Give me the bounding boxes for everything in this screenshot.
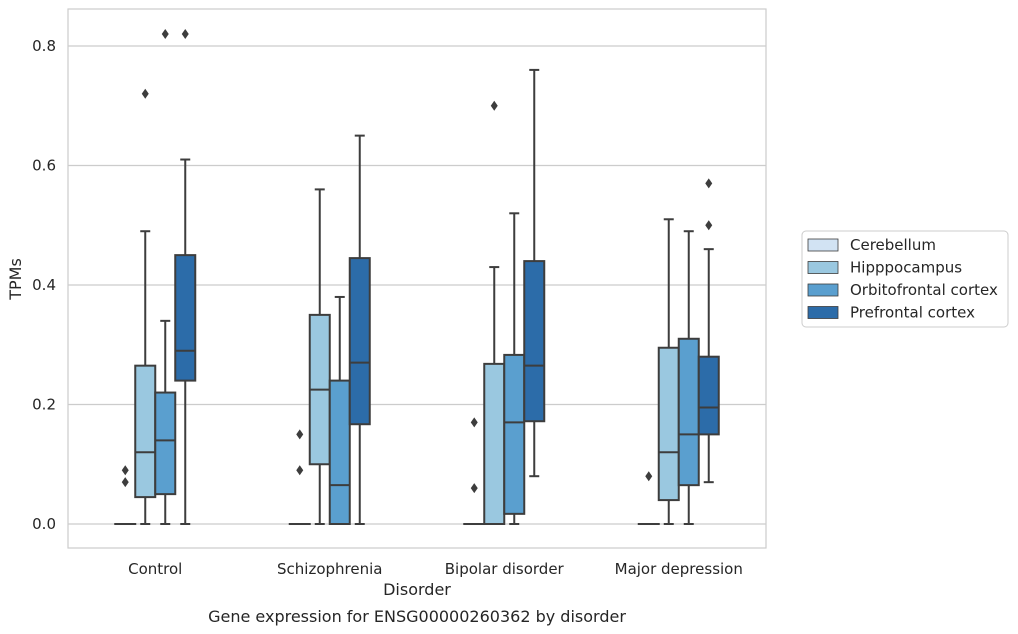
outlier-point (705, 178, 713, 189)
plot-area-frame (67, 8, 767, 549)
chart-caption: Gene expression for ENSG00000260362 by d… (208, 607, 626, 626)
box-iqr (134, 364, 157, 499)
x-axis-ticks: Control Schizophrenia Bipolar disorder Majo… (128, 560, 743, 578)
box-prefrontal-cortex-bipolar-disorder (523, 68, 546, 478)
y-axis-label: TPMs (6, 258, 25, 301)
box-cerebellum-control (114, 465, 137, 526)
y-axis-ticks: 0.0 0.2 0.4 0.6 0.8 (32, 37, 56, 533)
x-tick-label: Bipolar disorder (445, 560, 565, 578)
box-orbitofrontal-cortex-schizophrenia (328, 295, 351, 525)
box-cerebellum-schizophrenia (288, 429, 311, 526)
box-iqr (657, 346, 680, 502)
box-prefrontal-cortex-control (174, 29, 197, 525)
box-hipppocampus-schizophrenia (308, 188, 331, 525)
x-axis-label: Disorder (383, 580, 451, 599)
box-orbitofrontal-cortex-major-depression (677, 230, 700, 525)
outlier-point (181, 29, 189, 40)
legend-label: Orbitofrontal cortex (850, 281, 998, 299)
box-iqr (697, 355, 720, 436)
box-cerebellum-major-depression (637, 471, 660, 526)
boxes (114, 29, 720, 526)
legend-frame (801, 230, 1009, 328)
outlier-point (121, 465, 129, 476)
outlier-point (296, 465, 304, 476)
box-prefrontal-cortex-schizophrenia (348, 134, 371, 525)
y-tick-label: 0.8 (32, 37, 56, 55)
box-iqr (677, 337, 700, 487)
box-iqr (503, 353, 526, 515)
outlier-point (470, 417, 478, 428)
outlier-point (141, 88, 149, 99)
legend-label: Prefrontal cortex (850, 304, 975, 322)
outlier-point (470, 483, 478, 494)
box-hipppocampus-bipolar-disorder (483, 100, 506, 525)
box-orbitofrontal-cortex-control (154, 29, 177, 525)
x-tick-label: Schizophrenia (277, 560, 382, 578)
box-prefrontal-cortex-major-depression (697, 178, 720, 484)
outlier-point (161, 29, 169, 40)
outlier-point (296, 429, 304, 440)
box-iqr (328, 379, 351, 525)
y-tick-label: 0.2 (32, 396, 56, 414)
y-tick-label: 0.6 (32, 157, 56, 175)
legend-label: Cerebellum (850, 236, 936, 254)
x-tick-label: Major depression (615, 560, 743, 578)
legend: Cerebellum Hipppocampus Orbitofrontal cort… (801, 230, 1009, 328)
box-cerebellum-bipolar-disorder (463, 417, 486, 526)
box-iqr (483, 362, 506, 525)
legend-swatch (807, 283, 839, 297)
box-iqr (174, 254, 197, 382)
box-hipppocampus-major-depression (657, 218, 680, 525)
box-iqr (523, 260, 546, 423)
box-iqr (154, 391, 177, 496)
legend-swatch (807, 261, 839, 274)
y-tick-label: 0.4 (32, 276, 56, 294)
legend-swatch (807, 306, 839, 319)
box-orbitofrontal-cortex-bipolar-disorder (503, 212, 526, 525)
x-tick-label: Control (128, 560, 182, 578)
box-iqr (348, 257, 371, 426)
outlier-point (645, 471, 653, 482)
legend-label: Hipppocampus (850, 259, 962, 277)
outlier-point (121, 477, 129, 488)
outlier-point (705, 220, 713, 231)
y-tick-label: 0.0 (32, 515, 56, 533)
outlier-point (490, 100, 498, 111)
box-hipppocampus-control (134, 88, 157, 525)
legend-swatch (807, 238, 839, 252)
